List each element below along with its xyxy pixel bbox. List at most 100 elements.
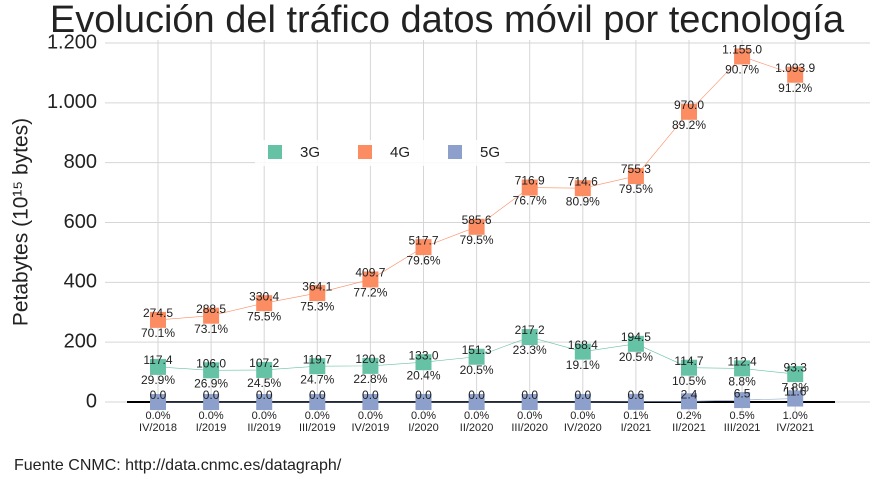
value-label: 330.4 (249, 289, 279, 303)
y-tick-label: 400 (64, 271, 97, 293)
share-label: 80.9% (566, 194, 600, 208)
value-label: 0.0 (415, 388, 432, 402)
marker (468, 348, 485, 365)
value-label: 1.093.9 (775, 61, 815, 75)
share-label: 0.0% (252, 410, 277, 422)
marker (627, 168, 644, 185)
value-label: 106.0 (196, 356, 226, 370)
share-label: 0.0% (145, 410, 170, 422)
marker (362, 394, 379, 411)
marker (203, 394, 220, 411)
share-label: 89.2% (672, 118, 706, 132)
value-label: 585.6 (462, 213, 492, 227)
x-tick-label: III/2019 (299, 422, 336, 434)
share-label: 19.1% (566, 358, 600, 372)
value-label: 112.4 (728, 355, 757, 369)
marker (256, 361, 273, 378)
chart-title: Evolución del tráfico datos móvil por te… (50, 0, 845, 41)
share-label: 29.9% (141, 373, 175, 387)
value-label: 114.7 (674, 354, 703, 368)
marker (256, 295, 273, 312)
share-label: 10.5% (672, 374, 706, 388)
share-label: 90.7% (725, 63, 759, 77)
y-tick-label: 1.200 (47, 31, 97, 53)
share-label: 26.9% (194, 376, 228, 390)
marker (681, 359, 697, 376)
value-label: 117.4 (143, 353, 172, 367)
x-tick-label: II/2021 (672, 422, 706, 434)
value-label: 0.0 (468, 388, 485, 402)
share-label: 20.5% (619, 350, 653, 364)
marker (521, 179, 538, 196)
value-label: 6.5 (734, 386, 751, 400)
share-label: 0.0% (411, 410, 436, 422)
x-tick-label: IV/2020 (564, 422, 602, 434)
value-label: 0.0 (574, 388, 591, 402)
marker (734, 392, 751, 409)
legend-label: 4G (390, 144, 410, 161)
value-label: 0.0 (309, 388, 326, 402)
value-label: 2.4 (681, 387, 698, 401)
y-tick-label: 0 (86, 390, 97, 412)
legend-box (255, 140, 505, 166)
legend: 3G 4G 5G (255, 140, 505, 166)
marker (734, 360, 751, 377)
share-label: 0.0% (517, 410, 542, 422)
share-label: 1.0% (783, 410, 808, 422)
legend-swatch (358, 145, 372, 159)
share-label: 70.1% (141, 326, 175, 340)
marker (521, 329, 538, 346)
grid: 0 200 400 600 800 1.000 1.200 IV/2018 I/2019 II/2… (47, 31, 870, 434)
share-label: 0.1% (623, 410, 648, 422)
marker (415, 354, 432, 371)
value-label: 107.2 (249, 356, 279, 370)
x-tick-label: III/2020 (511, 422, 548, 434)
share-label: 91.2% (778, 81, 812, 95)
share-label: 20.4% (406, 368, 440, 382)
x-tick-label: IV/2018 (139, 422, 177, 434)
marker (734, 48, 751, 65)
value-label: 217.2 (515, 323, 545, 337)
value-label: 0.0 (150, 388, 167, 402)
value-label: 93.3 (784, 360, 808, 374)
y-axis-label: Petabytes (10¹⁵ bytes) (10, 118, 33, 326)
share-label: 79.5% (619, 182, 653, 196)
marker (627, 335, 644, 352)
marker (415, 394, 432, 411)
x-tick-label: I/2021 (621, 422, 652, 434)
share-label: 24.5% (247, 376, 281, 390)
share-label: 75.5% (247, 309, 281, 323)
value-label: 0.0 (362, 388, 379, 402)
value-label: 970.0 (674, 98, 704, 112)
marker (203, 362, 220, 379)
value-label: 0.6 (628, 388, 645, 402)
value-label: 119.7 (303, 352, 332, 366)
y-tick-label: 600 (64, 211, 97, 233)
share-label: 20.5% (460, 363, 494, 377)
value-label: 364.1 (302, 279, 332, 293)
value-label: 1.155.0 (722, 43, 762, 57)
legend-swatch (268, 145, 282, 159)
share-label: 0.0% (305, 410, 330, 422)
x-tick-label: I/2019 (196, 422, 227, 434)
legend-label: 3G (300, 144, 320, 161)
value-label: 0.0 (203, 388, 220, 402)
x-tick-label: IV/2021 (776, 422, 814, 434)
share-label: 0.0% (464, 410, 489, 422)
source-note: Fuente CNMC: http://data.cnmc.es/datagra… (14, 457, 342, 474)
y-tick-label: 800 (64, 151, 97, 173)
y-tick-label: 200 (64, 330, 97, 352)
share-label: 77.2% (353, 286, 387, 300)
marker (468, 218, 485, 235)
marker (787, 66, 804, 83)
marker (521, 394, 538, 411)
share-label: 0.0% (199, 410, 224, 422)
marker (787, 390, 804, 407)
value-label: 517.7 (408, 233, 438, 247)
marker (309, 394, 326, 411)
marker (787, 366, 804, 383)
share-label: 79.5% (460, 233, 494, 247)
share-label: 0.0% (570, 410, 595, 422)
